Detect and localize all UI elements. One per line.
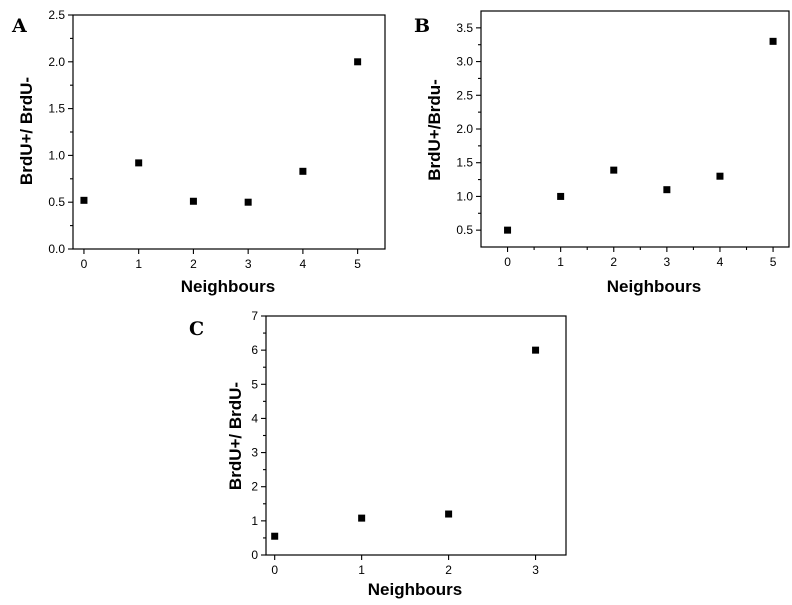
panel-a-x-tick-label: 3	[245, 257, 252, 271]
panel-b-x-tick-label: 3	[664, 255, 671, 269]
panel-c-y-axis-title: BrdU+/ BrdU-	[226, 382, 245, 490]
panel-a-data-point	[354, 58, 362, 66]
panel-a-x-tick-label: 2	[190, 257, 197, 271]
panel-a-y-tick-label: 0.0	[48, 242, 65, 256]
panel-c-y-tick-label: 7	[251, 309, 258, 323]
panel-c-y-tick-label: 3	[251, 446, 258, 460]
panel-b-label: B	[414, 15, 430, 37]
panel-b-x-tick-label: 4	[717, 255, 724, 269]
panel-b-x-tick-label: 0	[504, 255, 511, 269]
panel-c-data-point	[271, 532, 279, 540]
panel-b-data-point	[769, 37, 777, 45]
panel-a-plot: 0.0 0.5 1.0 1.5 2.0 2.5 0 1 2 3 4 5	[48, 8, 386, 271]
panel-a-y-tick-label: 1.0	[48, 148, 65, 162]
panel-b: B Neighbours BrdU+/Brdu- 0.5 1.0 1.5 2.0 2.5…	[414, 10, 790, 296]
panel-c-x-axis-title: Neighbours	[368, 580, 462, 599]
panel-a-label: A	[11, 15, 27, 37]
panel-b-x-tick-label: 2	[610, 255, 617, 269]
panel-a-y-tick-label: 0.5	[48, 195, 65, 209]
panel-b-data-point	[504, 226, 512, 234]
panel-c-x-tick-label: 2	[445, 563, 452, 577]
panel-c-y-tick-label: 1	[251, 514, 258, 528]
panel-b-x-tick-label: 1	[557, 255, 564, 269]
panel-a-y-axis-title: BrdU+/ BrdU-	[17, 77, 36, 185]
panel-a: A Neighbours BrdU+/ BrdU- 0.0 0.5 1.0 1.5 2.…	[11, 8, 386, 296]
panel-c-y-tick-label: 2	[251, 480, 258, 494]
panel-a-y-tick-label: 2.0	[48, 55, 65, 69]
panel-a-data-point	[80, 196, 88, 204]
panel-b-x-axis-title: Neighbours	[607, 277, 701, 296]
panel-b-y-tick-label: 2.0	[456, 122, 473, 136]
panel-c-data-point	[532, 346, 540, 354]
panel-b-plot: 0.5 1.0 1.5 2.0 2.5 3.0 3.5 0 1 2 3 4 5	[456, 10, 790, 269]
panel-c-y-tick-label: 6	[251, 343, 258, 357]
panel-c-data-point	[445, 510, 453, 518]
panel-b-y-tick-label: 1.0	[456, 189, 473, 203]
panel-c-y-tick-label: 4	[251, 411, 258, 425]
panel-b-x-tick-label: 5	[770, 255, 777, 269]
panel-b-frame	[480, 10, 790, 248]
panel-a-x-tick-label: 1	[135, 257, 142, 271]
panel-b-y-tick-label: 0.5	[456, 223, 473, 237]
panel-c-x-tick-label: 1	[358, 563, 365, 577]
panel-c-y-tick-label: 0	[251, 548, 258, 562]
panel-a-y-tick-label: 2.5	[48, 8, 65, 22]
panel-b-y-tick-label: 1.5	[456, 156, 473, 170]
panel-c-frame	[265, 315, 567, 556]
panel-a-frame	[72, 14, 386, 250]
panel-c-y-tick-label: 5	[251, 377, 258, 391]
panel-c-plot: 0 1 2 3 4 5 6 7 0 1 2 3	[251, 309, 567, 577]
panel-c-x-tick-label: 3	[532, 563, 539, 577]
panel-c-label: C	[189, 318, 204, 340]
panel-a-x-tick-label: 0	[81, 257, 88, 271]
panel-b-y-tick-label: 2.5	[456, 88, 473, 102]
panel-b-data-point	[716, 172, 724, 180]
panel-b-data-point	[610, 166, 618, 174]
panel-c: C Neighbours BrdU+/ BrdU- 0 1 2 3 4 5 6 7 0 1 2 3	[189, 309, 567, 599]
panel-a-data-point	[135, 159, 143, 167]
panel-c-data-point	[358, 514, 366, 522]
panel-a-data-point	[189, 197, 197, 205]
panel-a-y-tick-label: 1.5	[48, 102, 65, 116]
panel-b-data-point	[557, 192, 565, 200]
panel-a-x-tick-label: 4	[300, 257, 307, 271]
panel-b-y-tick-label: 3.0	[456, 55, 473, 69]
panel-a-data-point	[299, 167, 307, 175]
panel-a-x-axis-title: Neighbours	[181, 277, 275, 296]
panel-c-x-tick-label: 0	[271, 563, 278, 577]
panel-a-x-tick-label: 5	[354, 257, 361, 271]
panel-b-data-point	[663, 186, 671, 194]
panel-a-data-point	[244, 198, 252, 206]
panel-b-y-axis-title: BrdU+/Brdu-	[425, 79, 444, 181]
panel-b-y-tick-label: 3.5	[456, 21, 473, 35]
